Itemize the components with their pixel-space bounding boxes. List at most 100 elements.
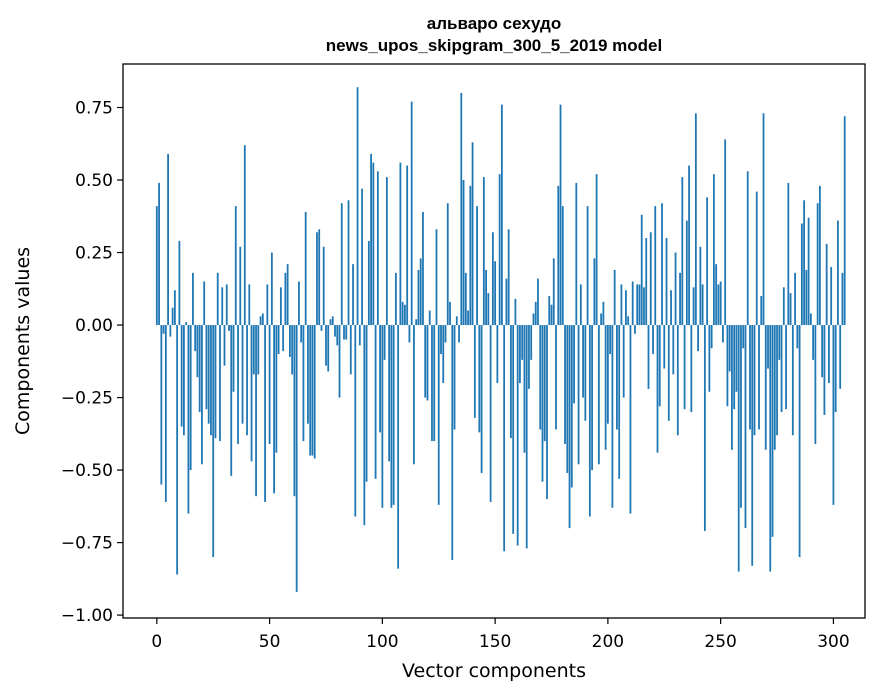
bar-151 [496,325,499,384]
bar-298 [828,325,830,384]
bar-299 [830,267,833,326]
bar-92 [363,325,366,526]
bar-162 [521,325,524,360]
bar-213 [636,284,639,326]
bar-242 [701,284,704,326]
bar-275 [776,325,778,436]
bar-107 [397,325,400,569]
bar-115 [415,319,418,326]
bar-149 [491,232,494,326]
bar-96 [372,162,375,326]
bar-192 [588,325,591,517]
y-axis-label: Components values [12,247,34,435]
bar-69 [311,325,314,456]
x-tick-label-0: 0 [151,632,162,652]
bar-202 [611,325,614,508]
bar-19 [198,325,201,413]
bar-251 [722,325,724,343]
bar-183 [568,325,571,529]
bar-280 [787,182,790,326]
bar-26 [214,325,217,439]
y-tick-label-1: −0.75 [61,534,113,554]
bar-204 [616,325,618,430]
bar-215 [640,214,643,326]
bar-281 [789,293,792,326]
bar-132 [453,325,456,430]
bar-166 [530,325,533,360]
bar-283 [794,272,796,326]
bar-231 [676,325,679,436]
bar-217 [645,238,648,326]
bar-292 [814,325,817,444]
bar-34 [232,325,235,392]
bar-209 [627,316,630,326]
bar-302 [837,220,839,326]
bar-175 [550,304,553,326]
bar-77 [329,319,332,326]
bar-87 [352,264,354,326]
bar-131 [451,325,454,560]
bar-158 [512,325,515,534]
bar-284 [796,325,799,349]
bar-169 [537,278,539,326]
bar-104 [390,325,393,508]
bar-25 [212,325,215,558]
bar-178 [557,185,560,326]
bar-67 [307,325,309,424]
bar-33 [230,325,233,476]
bar-145 [482,177,485,326]
bar-63 [298,281,300,326]
bar-39 [243,145,246,326]
bar-140 [471,142,474,326]
bar-263 [749,325,751,430]
bar-98 [376,171,379,326]
bar-45 [257,325,260,375]
bar-297 [825,243,828,326]
x-tick-label-50: 50 [259,632,281,652]
bar-216 [643,287,645,326]
bar-116 [417,269,420,326]
bar-97 [374,325,377,479]
bar-134 [458,325,460,343]
bar-273 [771,325,774,537]
bar-36 [237,325,239,444]
bar-85 [347,200,350,326]
bar-286 [800,223,803,326]
bar-282 [791,325,794,436]
bar-238 [692,287,695,326]
bar-305 [843,116,846,326]
bar-173 [546,325,548,500]
bar-40 [246,325,248,436]
bar-7 [171,307,174,326]
bar-219 [649,232,652,326]
bar-3 [162,325,165,334]
bar-23 [207,325,210,424]
bar-229 [672,325,675,375]
bar-168 [534,301,537,326]
bar-106 [394,272,397,326]
bar-261 [744,325,747,529]
y-tick-label-2: −0.50 [61,461,113,481]
bar-54 [277,325,280,355]
bar-118 [422,211,424,326]
bar-56 [282,325,285,352]
bar-245 [708,325,711,392]
bar-31 [225,284,228,326]
bar-1 [158,182,160,326]
bar-293 [816,203,819,326]
bar-188 [579,284,582,326]
bar-124 [435,229,438,326]
bar-167 [532,313,535,326]
bar-279 [785,325,787,410]
bar-206 [620,284,623,326]
bar-207 [622,325,625,398]
bar-86 [349,325,352,375]
y-tick-label-0: −1.00 [61,606,113,626]
bar-37 [239,246,242,326]
bar-277 [780,325,783,413]
bar-74 [322,246,325,326]
x-tick-label-300: 300 [817,632,849,652]
bar-17 [194,325,197,352]
bar-138 [467,310,469,326]
bar-91 [361,188,363,326]
